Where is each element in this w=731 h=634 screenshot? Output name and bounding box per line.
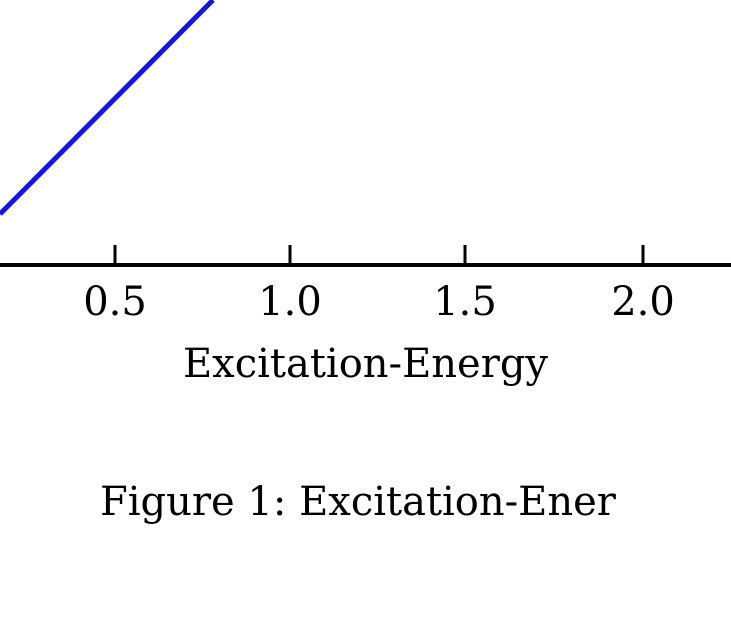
x-tick-label: 1.0 bbox=[258, 279, 322, 325]
x-axis-title: Excitation-Energy bbox=[182, 341, 549, 387]
x-tick-label: 2.0 bbox=[611, 279, 675, 325]
x-tick-row: 0.5 1.0 1.5 2.0 bbox=[0, 280, 731, 335]
data-line bbox=[0, 0, 215, 216]
x-tick-label: 1.5 bbox=[433, 279, 497, 325]
figure-caption: Figure 1: Excitation-Ener bbox=[100, 479, 616, 525]
x-tick-label: 0.5 bbox=[83, 279, 147, 325]
plot-canvas bbox=[0, 0, 731, 267]
